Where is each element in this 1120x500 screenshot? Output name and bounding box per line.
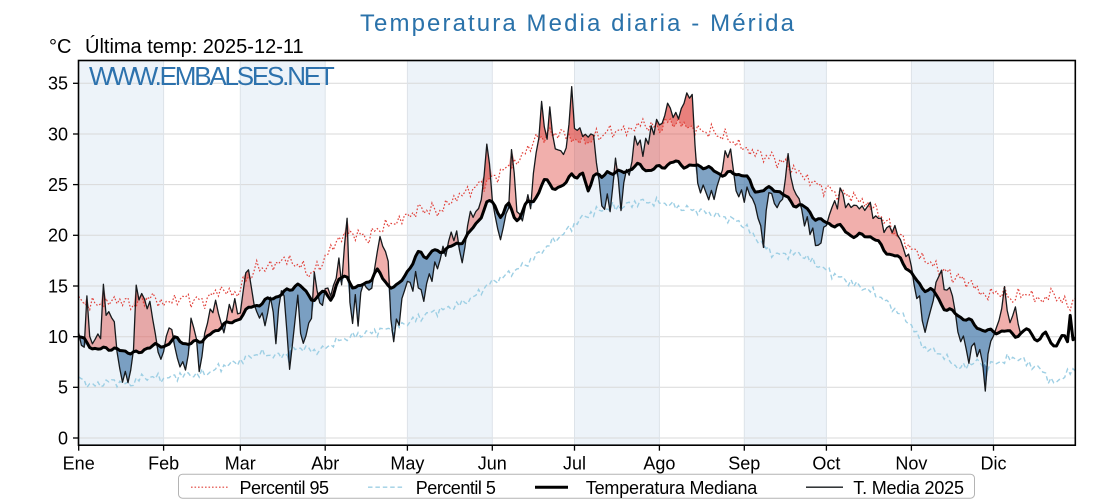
svg-text:Percentil 5: Percentil 5 bbox=[416, 478, 496, 498]
svg-text:Feb: Feb bbox=[148, 454, 179, 474]
svg-text:5: 5 bbox=[58, 378, 68, 398]
svg-text:Abr: Abr bbox=[311, 454, 339, 474]
svg-text:Ene: Ene bbox=[63, 454, 95, 474]
svg-text:Temperatura Media diaria - Mér: Temperatura Media diaria - Mérida bbox=[360, 10, 796, 37]
svg-text:Última temp: 2025-12-11: Última temp: 2025-12-11 bbox=[85, 35, 304, 58]
svg-text:T. Media 2025: T. Media 2025 bbox=[853, 478, 964, 498]
svg-text:30: 30 bbox=[48, 124, 68, 144]
svg-text:Dic: Dic bbox=[981, 454, 1007, 474]
svg-text:25: 25 bbox=[48, 175, 68, 195]
svg-text:0: 0 bbox=[58, 428, 68, 448]
svg-text:Sep: Sep bbox=[728, 454, 760, 474]
svg-text:Jun: Jun bbox=[478, 454, 507, 474]
svg-text:May: May bbox=[390, 454, 424, 474]
svg-text:Temperatura Mediana: Temperatura Mediana bbox=[586, 478, 758, 498]
svg-text:°C: °C bbox=[49, 36, 71, 58]
svg-text:Jul: Jul bbox=[563, 454, 586, 474]
svg-text:Percentil 95: Percentil 95 bbox=[240, 478, 330, 498]
svg-text:Oct: Oct bbox=[812, 454, 840, 474]
svg-text:WWW.EMBALSES.NET: WWW.EMBALSES.NET bbox=[89, 61, 335, 91]
svg-text:20: 20 bbox=[48, 226, 68, 246]
svg-text:Ago: Ago bbox=[643, 454, 675, 474]
svg-text:10: 10 bbox=[48, 327, 68, 347]
svg-text:15: 15 bbox=[48, 276, 68, 296]
svg-text:35: 35 bbox=[48, 74, 68, 94]
svg-text:Mar: Mar bbox=[225, 454, 256, 474]
svg-text:Nov: Nov bbox=[895, 454, 927, 474]
